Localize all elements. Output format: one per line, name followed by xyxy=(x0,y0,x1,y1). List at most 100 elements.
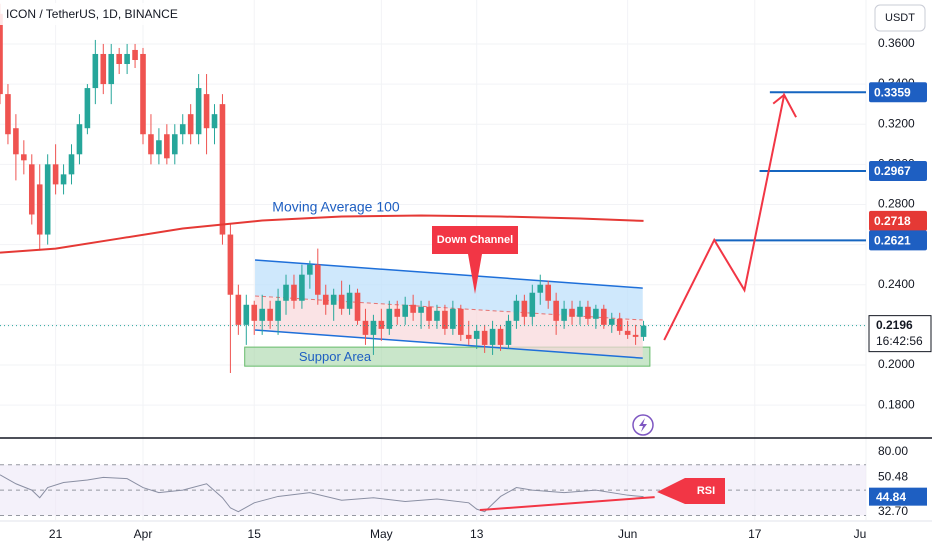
candle-body xyxy=(473,330,480,339)
candle-body xyxy=(251,304,258,321)
candle-body xyxy=(0,13,3,95)
y-tick-label: 0.3600 xyxy=(878,36,915,50)
candle-body xyxy=(418,306,424,313)
candle-body xyxy=(259,308,265,321)
candle-body xyxy=(545,284,552,301)
candle-body xyxy=(13,128,19,155)
channel-callout xyxy=(432,226,518,294)
candle-body xyxy=(140,53,146,135)
candle-body xyxy=(489,328,496,345)
price-label: 0.3359 xyxy=(874,85,911,99)
rsi-label: RSI xyxy=(697,485,715,497)
candle-body xyxy=(132,49,138,60)
candle-body xyxy=(195,88,202,135)
candle-body xyxy=(322,294,329,305)
x-tick-label: 15 xyxy=(248,527,262,541)
candle-body xyxy=(521,300,528,317)
candle-body xyxy=(505,320,512,345)
candle-body xyxy=(28,164,35,215)
price-label: 0.2718 xyxy=(874,214,911,228)
candle-body xyxy=(529,292,536,317)
rsi-callout xyxy=(657,478,725,504)
candle-body xyxy=(616,318,623,331)
candle-body xyxy=(593,308,599,319)
candle-body xyxy=(100,53,107,85)
candle-body xyxy=(116,53,122,65)
moving-average xyxy=(0,214,644,254)
candle-body xyxy=(362,320,369,335)
x-tick-label: Ju xyxy=(854,527,867,541)
candle-body xyxy=(44,164,51,235)
candle-body xyxy=(561,308,567,321)
candle-body xyxy=(243,304,250,325)
candle-body xyxy=(465,334,472,339)
candle-body xyxy=(36,184,43,235)
candle-body xyxy=(76,124,83,155)
candle-body xyxy=(187,114,194,135)
candle-body xyxy=(227,234,234,295)
price-label-box xyxy=(869,160,927,181)
candle-body xyxy=(402,304,408,317)
alert-icon[interactable] xyxy=(632,414,654,436)
candle-body xyxy=(577,306,583,317)
currency-button[interactable] xyxy=(874,4,926,32)
rsi-trendline xyxy=(479,496,655,512)
support-label: Suppor Area xyxy=(299,349,372,364)
y-tick-label: 0.3200 xyxy=(878,116,915,130)
x-tick-label: Apr xyxy=(134,527,153,541)
candle-body xyxy=(513,300,520,321)
chart-title: ICON / TetherUS, 1D, BINANCE xyxy=(6,7,178,21)
candle-body xyxy=(370,320,377,335)
candle-body xyxy=(314,264,321,295)
candle-body xyxy=(497,328,504,345)
price-label-box xyxy=(869,230,927,251)
moving-average-label: Moving Average 100 xyxy=(272,199,400,215)
x-tick-label: May xyxy=(370,527,393,541)
candle-body xyxy=(450,308,456,329)
candle-body xyxy=(124,53,130,65)
candle-body xyxy=(291,284,297,301)
price-label-box xyxy=(869,210,927,231)
candle-body xyxy=(68,154,75,175)
currency[interactable]: USDT xyxy=(885,12,915,24)
candle-body xyxy=(267,308,273,321)
candle-body xyxy=(108,53,115,85)
candle-body xyxy=(164,134,170,159)
channel-lower xyxy=(254,329,643,359)
candle-body xyxy=(92,53,99,89)
y-tick-label: 0.1800 xyxy=(878,397,915,411)
y-tick-label: 0.2000 xyxy=(878,357,915,371)
forecast-path xyxy=(663,91,797,341)
candle-body xyxy=(235,294,242,325)
candle-body xyxy=(569,308,575,317)
candle-body xyxy=(553,300,559,321)
candle-body xyxy=(283,284,289,301)
candle-body xyxy=(632,334,639,337)
channel-upper-fill xyxy=(255,260,643,321)
y-tick-label: 0.2800 xyxy=(878,197,915,211)
candle-body xyxy=(171,134,178,155)
candle-body xyxy=(346,292,353,309)
candle-body xyxy=(410,304,416,313)
candle-body xyxy=(378,320,385,329)
rsi-tick-label: 80.00 xyxy=(878,444,908,458)
rsi-tick-label: 32.70 xyxy=(878,504,908,518)
candle-body xyxy=(219,104,226,235)
rsi-last-box xyxy=(869,487,927,506)
candle-body xyxy=(386,308,393,329)
candle-body xyxy=(338,294,345,309)
rsi-line xyxy=(0,474,644,513)
candle-body xyxy=(601,308,607,325)
candle-body xyxy=(608,318,615,325)
candle-body xyxy=(537,284,544,293)
candle-body xyxy=(458,308,464,335)
rsi-last-label: 44.84 xyxy=(876,490,906,504)
candle-body xyxy=(394,308,401,317)
title-backdrop xyxy=(0,3,200,25)
candle-body xyxy=(481,330,488,345)
candle-body xyxy=(211,114,218,129)
candle-body xyxy=(307,264,313,275)
y-tick-label: 0.2400 xyxy=(878,277,915,291)
x-tick-label: 17 xyxy=(748,527,762,541)
